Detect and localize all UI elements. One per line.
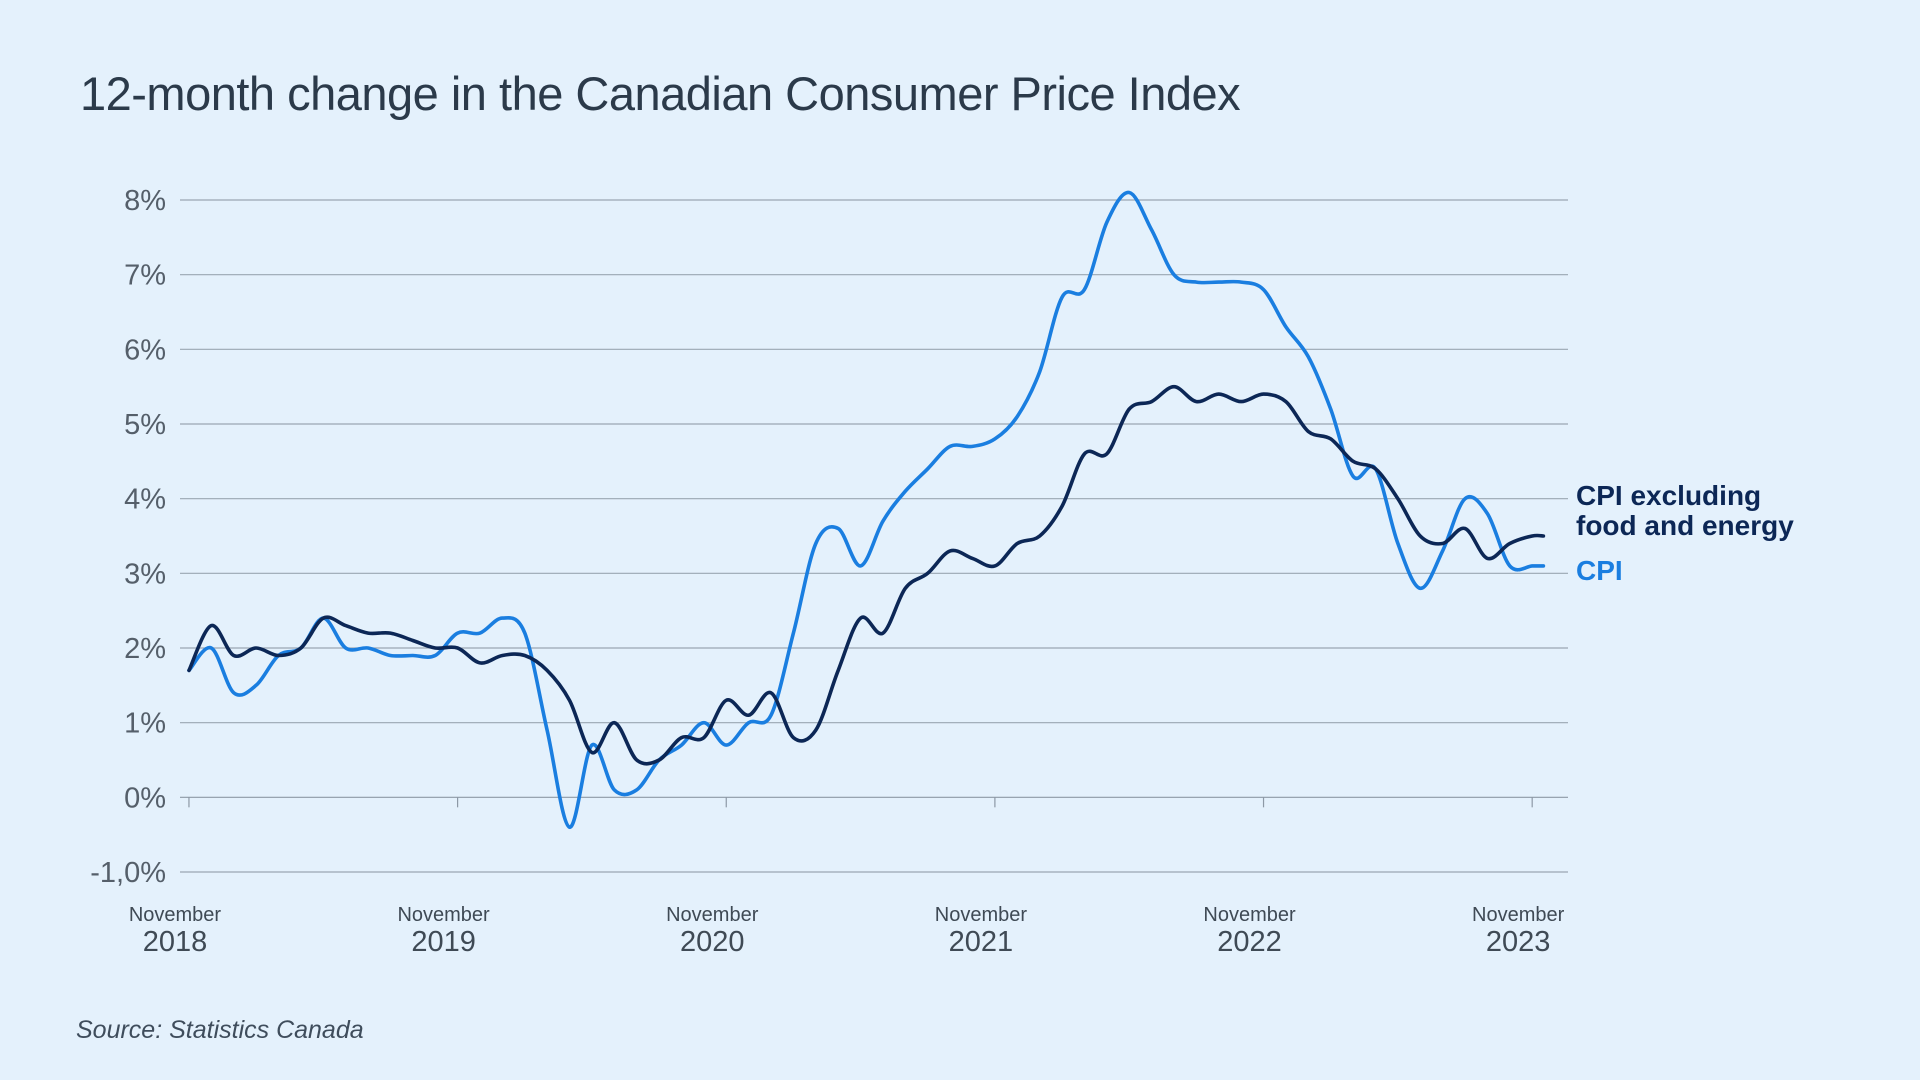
y-tick-label: 8% <box>124 185 166 217</box>
gridlines <box>180 199 1568 873</box>
series-lines <box>187 190 1546 830</box>
y-tick-label: 3% <box>124 558 166 590</box>
x-axis-ticks: November2018November2019November2020Nove… <box>129 797 1565 958</box>
x-tick-month: November <box>397 904 490 926</box>
y-tick-label: 0% <box>124 782 166 814</box>
y-tick-label: 1% <box>124 708 166 740</box>
series-label-cpi-excluding-food-and-energy: food and energy <box>1576 510 1794 541</box>
x-tick-month: November <box>1203 904 1296 926</box>
x-tick-year: 2018 <box>143 926 208 958</box>
x-tick-month: November <box>129 904 222 926</box>
x-tick-year: 2022 <box>1217 926 1282 958</box>
x-tick-year: 2020 <box>680 926 745 958</box>
x-tick-year: 2023 <box>1486 926 1551 958</box>
y-tick-label: 2% <box>124 633 166 665</box>
y-tick-label: 4% <box>124 484 166 516</box>
series-line-cpi <box>187 190 1546 830</box>
source-note: Source: Statistics Canada <box>76 1016 364 1044</box>
x-tick-month: November <box>935 904 1028 926</box>
x-tick-year: 2019 <box>411 926 476 958</box>
x-tick-year: 2021 <box>949 926 1014 958</box>
y-tick-label: 6% <box>124 334 166 366</box>
y-axis-tick-labels: 8% 7% 6% 5% 4% 3% 2% 1% 0% -1,0% <box>90 185 166 889</box>
x-tick-month: November <box>666 904 759 926</box>
y-tick-label: 7% <box>124 260 166 292</box>
series-label-cpi: CPI <box>1576 555 1623 586</box>
chart-title: 12-month change in the Canadian Consumer… <box>80 67 1241 120</box>
x-tick-month: November <box>1472 904 1565 926</box>
series-line-cpi-excluding-food-and-energy <box>187 384 1546 766</box>
series-label-cpi-excluding-food-and-energy: CPI excluding <box>1576 480 1761 511</box>
y-tick-label: 5% <box>124 409 166 441</box>
y-tick-label: -1,0% <box>90 857 166 889</box>
